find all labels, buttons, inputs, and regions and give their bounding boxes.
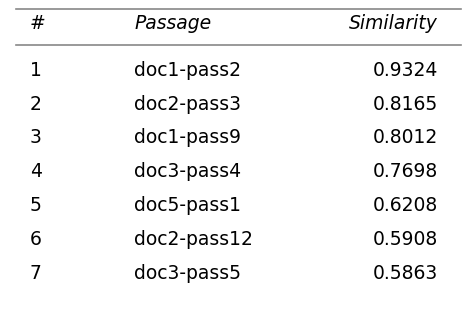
Text: doc2-pass3: doc2-pass3 (134, 94, 241, 114)
Text: 6: 6 (30, 230, 41, 249)
Text: Similarity: Similarity (348, 14, 437, 33)
Text: 0.9324: 0.9324 (371, 61, 437, 80)
Text: doc3-pass4: doc3-pass4 (134, 162, 241, 181)
Text: 0.8165: 0.8165 (372, 94, 437, 114)
Text: 4: 4 (30, 162, 42, 181)
Text: doc3-pass5: doc3-pass5 (134, 264, 241, 283)
Text: 0.8012: 0.8012 (372, 128, 437, 148)
Text: doc1-pass2: doc1-pass2 (134, 61, 241, 80)
Text: 7: 7 (30, 264, 41, 283)
Text: 0.7698: 0.7698 (372, 162, 437, 181)
Text: #: # (30, 14, 46, 33)
Text: doc2-pass12: doc2-pass12 (134, 230, 252, 249)
Text: Passage: Passage (134, 14, 211, 33)
Text: 2: 2 (30, 94, 41, 114)
Text: 5: 5 (30, 196, 41, 215)
Text: 3: 3 (30, 128, 41, 148)
Text: 1: 1 (30, 61, 41, 80)
Text: 0.5908: 0.5908 (372, 230, 437, 249)
Text: doc1-pass9: doc1-pass9 (134, 128, 241, 148)
Text: 0.6208: 0.6208 (372, 196, 437, 215)
Text: 0.5863: 0.5863 (372, 264, 437, 283)
Text: doc5-pass1: doc5-pass1 (134, 196, 241, 215)
